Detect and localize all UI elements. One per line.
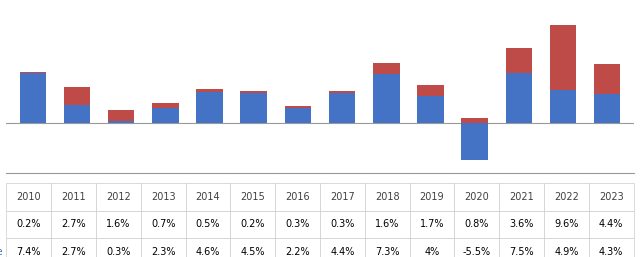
Bar: [329, 91, 355, 94]
Bar: [152, 103, 179, 108]
Bar: [594, 94, 620, 123]
Bar: [506, 48, 532, 72]
Bar: [241, 93, 267, 123]
Bar: [285, 106, 311, 108]
Bar: [64, 105, 90, 123]
Bar: [20, 72, 46, 73]
Bar: [373, 63, 399, 74]
Bar: [196, 89, 223, 92]
Bar: [108, 110, 134, 121]
Bar: [108, 121, 134, 123]
Bar: [20, 73, 46, 123]
Bar: [152, 108, 179, 123]
Bar: [196, 92, 223, 123]
Bar: [64, 87, 90, 105]
Bar: [550, 25, 576, 90]
Bar: [329, 94, 355, 123]
Legend: Volume, Pricing: Volume, Pricing: [164, 0, 288, 3]
Bar: [373, 74, 399, 123]
Bar: [417, 85, 444, 96]
Bar: [594, 65, 620, 94]
Bar: [461, 123, 488, 160]
Bar: [506, 72, 532, 123]
Bar: [461, 118, 488, 123]
Bar: [550, 90, 576, 123]
Bar: [241, 91, 267, 93]
Bar: [417, 96, 444, 123]
Bar: [285, 108, 311, 123]
